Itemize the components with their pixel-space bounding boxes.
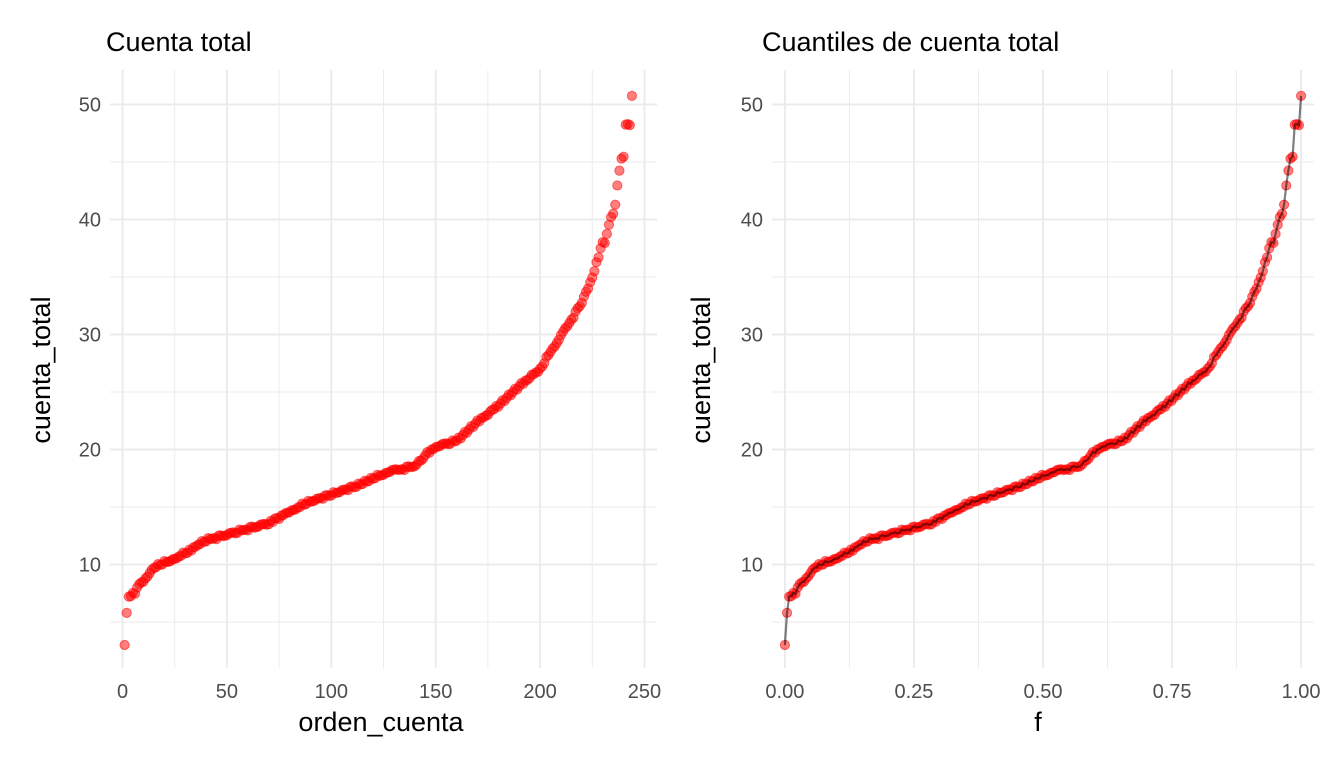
y-tick-label: 10 <box>741 555 763 577</box>
panel-title-cuantiles: Cuantiles de cuenta total <box>762 27 1059 57</box>
data-point <box>121 607 132 619</box>
data-point <box>593 252 604 263</box>
x-tick-label: 200 <box>523 681 556 703</box>
y-tick-labels-cuantiles: 10 20 30 40 50 <box>741 95 763 577</box>
y-tick-label: 40 <box>79 210 101 232</box>
y-axis-title-cuenta-total: cuenta_total <box>26 296 56 443</box>
x-tick-label: 0.00 <box>765 681 804 703</box>
data-point <box>599 237 610 249</box>
x-axis-title-cuenta-total: orden_cuenta <box>298 707 464 737</box>
y-tick-label: 50 <box>741 95 763 117</box>
data-point <box>610 199 621 210</box>
data-point <box>601 228 612 239</box>
points-cuenta-total <box>119 90 638 651</box>
x-tick-label: 250 <box>628 681 661 703</box>
quantile-line <box>783 95 1303 646</box>
data-point <box>589 266 600 277</box>
x-tick-labels-cuantiles: 0.00 0.25 0.50 0.75 1.00 <box>765 681 1320 703</box>
x-tick-label: 0.50 <box>1024 681 1063 703</box>
x-tick-label: 0.75 <box>1153 681 1192 703</box>
grid-cuantiles <box>772 70 1314 668</box>
x-tick-label: 50 <box>216 681 238 703</box>
data-point <box>624 119 635 131</box>
data-point <box>612 180 623 191</box>
y-tick-label: 50 <box>79 95 101 117</box>
panel-cuenta-total: Cuenta total 0 50 100 150 200 250 1020304050 … <box>26 27 661 737</box>
data-point <box>618 151 629 162</box>
panel-cuantiles: Cuantiles de cuenta total 0.00 0.25 0.50 0.… <box>686 27 1321 737</box>
data-point <box>626 90 638 101</box>
x-tick-label: 0 <box>117 681 128 703</box>
y-tick-label: 20 <box>741 440 763 462</box>
data-point <box>119 639 130 651</box>
x-axis-title-cuantiles: f <box>1034 707 1042 737</box>
quantile-line-path <box>783 95 1303 646</box>
data-point <box>614 165 625 176</box>
y-tick-label: 30 <box>741 325 763 347</box>
x-tick-label: 100 <box>315 681 348 703</box>
x-tick-label: 0.25 <box>894 681 933 703</box>
x-tick-labels-cuenta-total: 0 50 100 150 200 250 <box>117 681 661 703</box>
y-tick-labels-cuenta-total: 10 20 30 40 50 <box>79 95 101 577</box>
y-tick-label: 20 <box>79 440 101 462</box>
x-tick-label: 1.00 <box>1282 681 1321 703</box>
y-tick-label: 10 <box>79 555 101 577</box>
panel-title-cuenta-total: Cuenta total <box>106 27 252 57</box>
x-tick-label: 150 <box>419 681 452 703</box>
y-tick-label: 30 <box>79 325 101 347</box>
y-axis-title-cuantiles: cuenta_total <box>686 296 716 443</box>
data-point <box>608 208 619 219</box>
y-tick-label: 40 <box>741 210 763 232</box>
